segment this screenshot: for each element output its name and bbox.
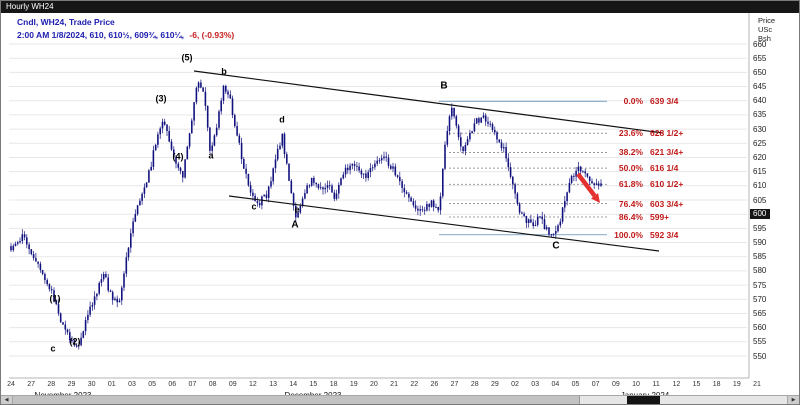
legend-quote-values: 2:00 AM 1/8/2024, 610, 610½, 609¾, 610¼,	[17, 30, 184, 40]
scroll-left-button[interactable]: ◀	[1, 396, 13, 404]
chart-legend: Cndl, WH24, Trade Price 2:00 AM 1/8/2024…	[17, 17, 234, 40]
window-titlebar[interactable]: Hourly WH24	[1, 1, 799, 13]
scroll-left-icon: ◀	[4, 397, 9, 403]
horizontal-scrollbar[interactable]: ◀ ▶	[1, 395, 799, 404]
legend-series-label: Cndl, WH24, Trade Price	[17, 17, 115, 27]
price-axis-title: Price USc Bsh	[758, 16, 775, 43]
scroll-right-icon: ▶	[791, 397, 796, 403]
legend-quote-change: -6, (-0.93%)	[189, 30, 235, 40]
scrollbar-badge	[627, 396, 660, 404]
axis-title-line3: Bsh	[758, 34, 771, 43]
scrollbar-track[interactable]	[13, 396, 787, 404]
scrollbar-thumb[interactable]	[13, 396, 580, 404]
axis-title-line2: USc	[758, 25, 773, 34]
axis-title-line1: Price	[758, 16, 776, 25]
legend-quote-line: 2:00 AM 1/8/2024, 610, 610½, 609¾, 610¼,…	[17, 30, 234, 40]
window-title: Hourly WH24	[6, 2, 54, 11]
scroll-right-button[interactable]: ▶	[787, 396, 799, 404]
